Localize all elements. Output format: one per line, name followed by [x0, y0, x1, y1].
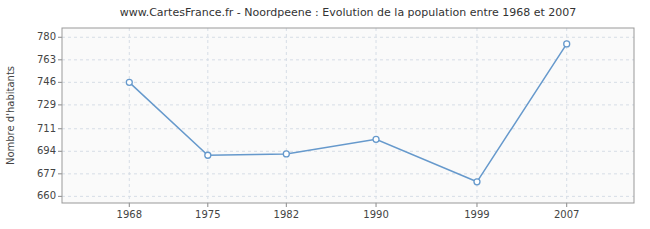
x-tick-label: 1975 [195, 209, 220, 220]
y-tick-label: 729 [37, 99, 56, 110]
y-grid-line [62, 128, 634, 129]
point [283, 151, 289, 157]
x-tick-label: 2007 [554, 209, 579, 220]
x-tick-label: 1982 [274, 209, 299, 220]
title: www.CartesFrance.fr - Noordpeene : Evolu… [120, 6, 577, 19]
x-grid-line [286, 28, 287, 203]
grid [62, 28, 634, 203]
x-tick [207, 203, 208, 207]
x-grid-line [129, 28, 130, 203]
y-tick [58, 196, 62, 197]
x-tick-label: 1968 [117, 209, 142, 220]
y-tick-label: 694 [37, 145, 56, 156]
y-axis-label: Nombre d'habitants [5, 66, 16, 165]
plot-background [62, 28, 634, 203]
point [205, 152, 211, 158]
y-tick [58, 37, 62, 38]
y-tick [58, 173, 62, 174]
point [564, 41, 570, 47]
y-tick [58, 82, 62, 83]
y-tick-label: 711 [37, 123, 56, 134]
y-tick [58, 104, 62, 105]
y-tick [58, 151, 62, 152]
y-grid-line [62, 82, 634, 83]
x-tick [129, 203, 130, 207]
y-grid-line [62, 151, 634, 152]
x-grid-line [476, 28, 477, 203]
point [373, 136, 379, 142]
y-tick [58, 59, 62, 60]
x-grid-line [207, 28, 208, 203]
x-grid-line [376, 28, 377, 203]
y-tick-label: 780 [37, 31, 56, 42]
x-tick [286, 203, 287, 207]
y-grid-line [62, 104, 634, 105]
x-tick [476, 203, 477, 207]
point [474, 179, 480, 185]
y-tick-label: 746 [37, 76, 56, 87]
point [126, 79, 132, 85]
y-tick-label: 677 [37, 168, 56, 179]
series-group [126, 41, 569, 185]
y-grid-line [62, 59, 634, 60]
x-grid-line [566, 28, 567, 203]
y-grid-line [62, 196, 634, 197]
x-tick-label: 1990 [363, 209, 388, 220]
plot-frame [62, 28, 634, 203]
x-tick-label: 1999 [464, 209, 489, 220]
y-tick-label: 763 [37, 54, 56, 65]
chart-svg: 660 677 694 711 729 746 763 780 1968 1975 1982 1990… [0, 0, 650, 229]
chart-container: 660 677 694 711 729 746 763 780 1968 1975 1982 1990… [0, 0, 650, 229]
y-grid-line [62, 173, 634, 174]
y-tick [58, 128, 62, 129]
axes: 660 677 694 711 729 746 763 780 1968 1975 1982 1990… [37, 28, 634, 220]
y-tick-label: 660 [37, 190, 56, 201]
x-tick [566, 203, 567, 207]
series-line [129, 44, 566, 182]
x-tick [376, 203, 377, 207]
y-grid-line [62, 37, 634, 38]
